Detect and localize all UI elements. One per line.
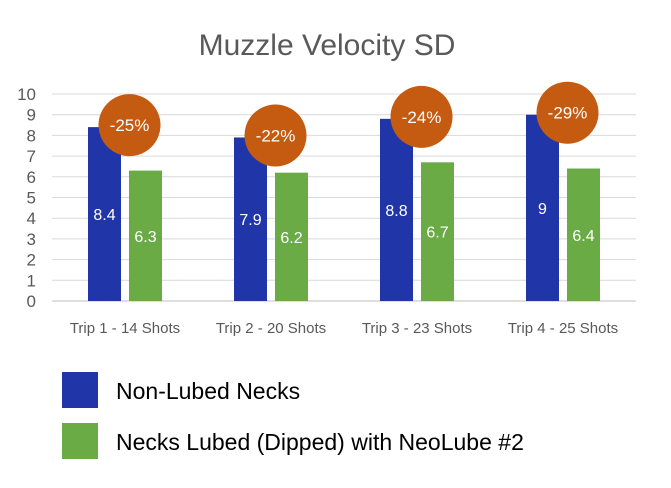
annotations: -25% -22% -24% -29% [98, 81, 599, 167]
data-label: 7.9 [239, 212, 261, 229]
change-label: -22% [256, 126, 296, 145]
bar-series-0 [234, 137, 267, 301]
bar-series-1 [275, 172, 308, 301]
y-tick-label: 4 [27, 209, 36, 228]
data-label: 9 [538, 201, 547, 218]
legend: Non-Lubed Necks Necks Lubed (Dipped) wit… [62, 372, 524, 459]
y-tick-label: 0 [27, 292, 36, 311]
y-tick-label: 3 [27, 230, 36, 249]
y-tick-label: 8 [27, 126, 36, 145]
bars: 8.4 6.3 7.9 6.2 8.8 6.7 9 6.4 [88, 114, 600, 302]
x-tick-label: Trip 2 - 20 Shots [216, 320, 326, 337]
bar-series-1 [129, 170, 162, 301]
y-tick-label: 5 [27, 189, 36, 208]
change-label: -29% [548, 104, 588, 123]
y-tick-label: 9 [27, 106, 36, 125]
y-tick-label: 1 [27, 271, 36, 290]
legend-label-lubed: Necks Lubed (Dipped) with NeoLube #2 [116, 429, 524, 455]
change-badge [98, 94, 161, 157]
change-badge [390, 85, 453, 148]
data-label: 8.8 [385, 203, 407, 220]
legend-swatch-non-lubed [62, 372, 98, 408]
change-badge [536, 81, 599, 144]
x-axis: Trip 1 - 14 Shots Trip 2 - 20 Shots Trip 3… [70, 320, 618, 337]
data-label: 6.7 [426, 225, 448, 242]
bar-series-1 [421, 162, 454, 301]
legend-label-non-lubed: Non-Lubed Necks [116, 378, 300, 404]
x-tick-label: Trip 1 - 14 Shots [70, 320, 180, 337]
change-label: -24% [402, 108, 442, 127]
bar-series-0 [380, 118, 413, 301]
bar-series-0 [88, 127, 121, 302]
legend-swatch-lubed [62, 423, 98, 459]
y-tick-label: 7 [27, 147, 36, 166]
data-label: 6.3 [134, 229, 156, 246]
y-tick-label: 6 [27, 168, 36, 187]
y-tick-label: 2 [27, 251, 36, 270]
change-label: -25% [110, 116, 150, 135]
x-tick-label: Trip 4 - 25 Shots [508, 320, 618, 337]
y-tick-label: 10 [17, 85, 36, 104]
bar-series-0 [526, 114, 559, 301]
data-label: 6.2 [280, 230, 302, 247]
bar-series-1 [567, 168, 600, 301]
data-label: 6.4 [572, 228, 594, 245]
x-tick-label: Trip 3 - 23 Shots [362, 320, 472, 337]
change-badge [244, 104, 307, 167]
data-label: 8.4 [93, 207, 115, 224]
chart-title: Muzzle Velocity SD [199, 29, 456, 62]
